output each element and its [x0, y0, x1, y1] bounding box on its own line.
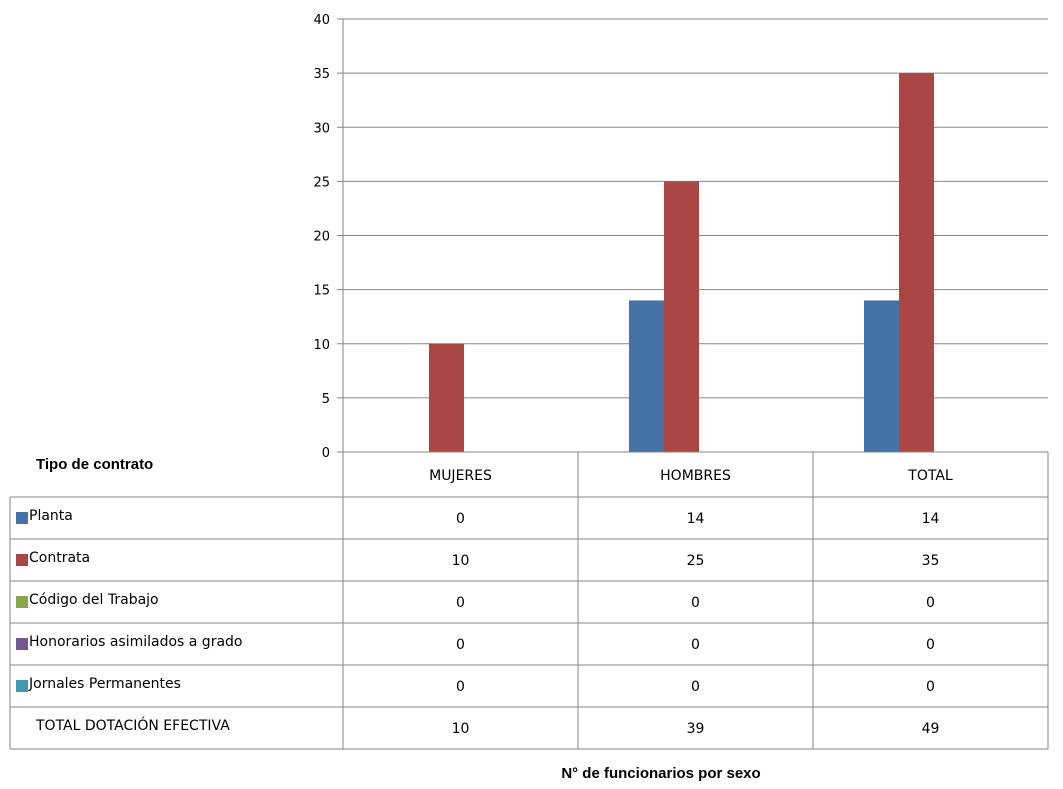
- y-tick-label: 30: [313, 121, 330, 136]
- table-cell-value: 25: [687, 553, 705, 569]
- y-tick-label: 5: [322, 392, 330, 407]
- table-cell-value: 0: [926, 637, 935, 653]
- y-tick-label: 25: [313, 175, 330, 190]
- bar-total-2: [899, 73, 934, 452]
- table-cell-value: 10: [452, 553, 470, 569]
- table-cell-value: 0: [926, 679, 935, 695]
- category-label-total: TOTAL: [907, 468, 953, 484]
- bar-mujeres-2: [429, 343, 464, 452]
- table-cell-value: 14: [922, 511, 940, 527]
- legend-label: Honorarios asimilados a grado: [29, 634, 242, 650]
- table-cell-value: 0: [691, 595, 700, 611]
- y-tick-label: 0: [322, 446, 330, 461]
- legend-swatch: [16, 638, 28, 650]
- table-cell-value: 0: [691, 679, 700, 695]
- table-cell-value: 0: [456, 511, 465, 527]
- y-tick-label: 40: [313, 13, 330, 28]
- legend-label: Contrata: [29, 550, 90, 566]
- legend-swatch: [16, 554, 28, 566]
- legend-swatch: [16, 512, 28, 524]
- bar-hombres-1: [629, 300, 664, 452]
- table-cell-value: 0: [456, 679, 465, 695]
- table-header-label: Tipo de contrato: [36, 456, 153, 473]
- total-row-value: 39: [687, 721, 705, 737]
- table-cell-value: 35: [922, 553, 940, 569]
- legend-swatch: [16, 596, 28, 608]
- legend-swatch: [16, 680, 28, 692]
- bar-total-1: [864, 300, 899, 452]
- table-cell-value: 0: [456, 637, 465, 653]
- total-row-label: TOTAL DOTACIÓN EFECTIVA: [35, 716, 230, 734]
- y-tick-label: 35: [313, 67, 330, 82]
- y-tick-label: 10: [313, 338, 330, 353]
- table-cell-value: 14: [687, 511, 705, 527]
- table-cell-value: 0: [456, 595, 465, 611]
- legend-label: Planta: [29, 508, 73, 524]
- category-label-hombres: HOMBRES: [660, 468, 731, 484]
- category-label-mujeres: MUJERES: [429, 468, 492, 484]
- total-row-value: 49: [922, 721, 940, 737]
- bar-hombres-2: [664, 181, 699, 452]
- y-tick-label: 15: [313, 284, 330, 299]
- table-cell-value: 0: [691, 637, 700, 653]
- legend-label: Jornales Permanentes: [28, 676, 181, 692]
- y-tick-label: 20: [313, 230, 330, 245]
- legend-label: Código del Trabajo: [29, 592, 159, 608]
- total-row-value: 10: [452, 721, 470, 737]
- table-cell-value: 0: [926, 595, 935, 611]
- x-axis-title: N° de funcionarios por sexo: [561, 765, 760, 782]
